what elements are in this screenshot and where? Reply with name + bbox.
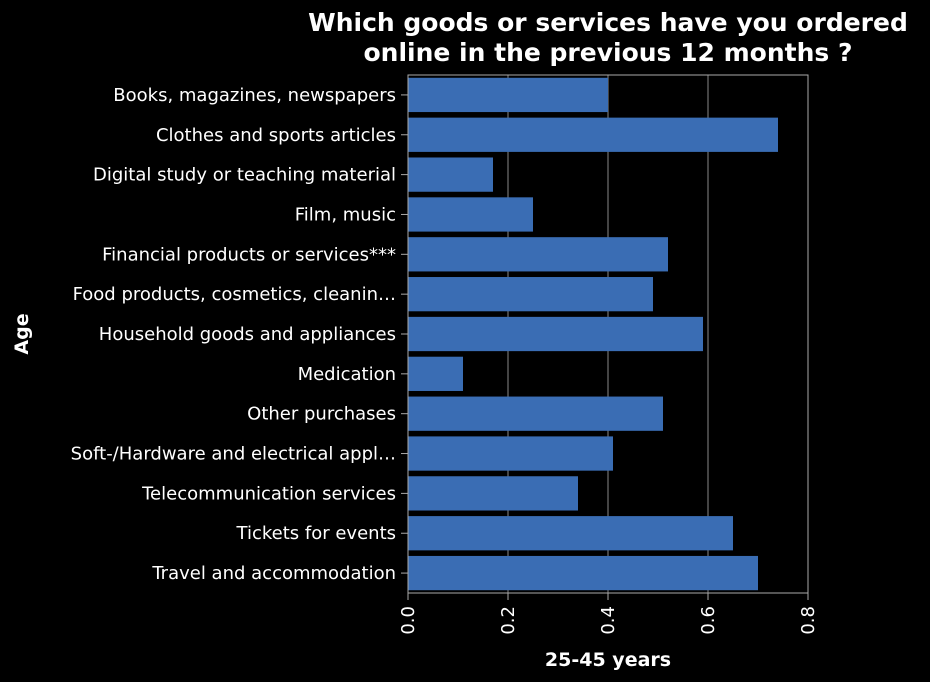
x-tick-label: 0.2 xyxy=(498,606,519,635)
bar xyxy=(408,516,733,551)
bars xyxy=(408,77,778,591)
x-tick-label: 0.6 xyxy=(698,606,719,635)
bar xyxy=(408,476,578,511)
y-tick-label: Books, magazines, newspapers xyxy=(113,85,396,106)
x-tick-label: 0.8 xyxy=(798,606,819,635)
y-tick-label: Film, music xyxy=(295,204,396,225)
y-tick-label: Clothes and sports articles xyxy=(156,125,396,146)
axes: Books, magazines, newspapers Clothes and … xyxy=(71,74,819,635)
y-axis-title: Age xyxy=(11,313,33,354)
bar xyxy=(408,157,493,192)
bar xyxy=(408,436,613,471)
x-tick-label: 0.0 xyxy=(398,606,419,635)
y-tick-label: Household goods and appliances xyxy=(99,324,396,345)
y-tick-label: Travel and accommodation xyxy=(151,563,396,584)
bar xyxy=(408,237,668,272)
y-tick-label: Medication xyxy=(298,364,396,385)
bar xyxy=(408,356,463,391)
x-axis-title: 25-45 years xyxy=(545,649,671,671)
bar xyxy=(408,77,608,113)
bar xyxy=(408,277,653,312)
y-tick-label: Food products, cosmetics, cleanin… xyxy=(73,284,396,305)
y-tick-label: Tickets for events xyxy=(236,523,396,544)
bar xyxy=(408,117,778,152)
y-tick-label: Soft-/Hardware and electrical appl… xyxy=(71,444,396,465)
bar xyxy=(408,316,703,352)
chart-title-line-1: Which goods or services have you ordered xyxy=(308,8,908,37)
y-tick-label: Financial products or services*** xyxy=(102,244,396,265)
y-tick-label: Digital study or teaching material xyxy=(93,165,396,186)
bar xyxy=(408,555,758,591)
y-tick-label: Telecommunication services xyxy=(141,483,396,504)
bar xyxy=(408,396,663,431)
chart-title-line-2: online in the previous 12 months ? xyxy=(363,38,852,67)
bar xyxy=(408,197,533,232)
x-tick-label: 0.4 xyxy=(598,606,619,635)
y-tick-label: Other purchases xyxy=(247,404,396,425)
